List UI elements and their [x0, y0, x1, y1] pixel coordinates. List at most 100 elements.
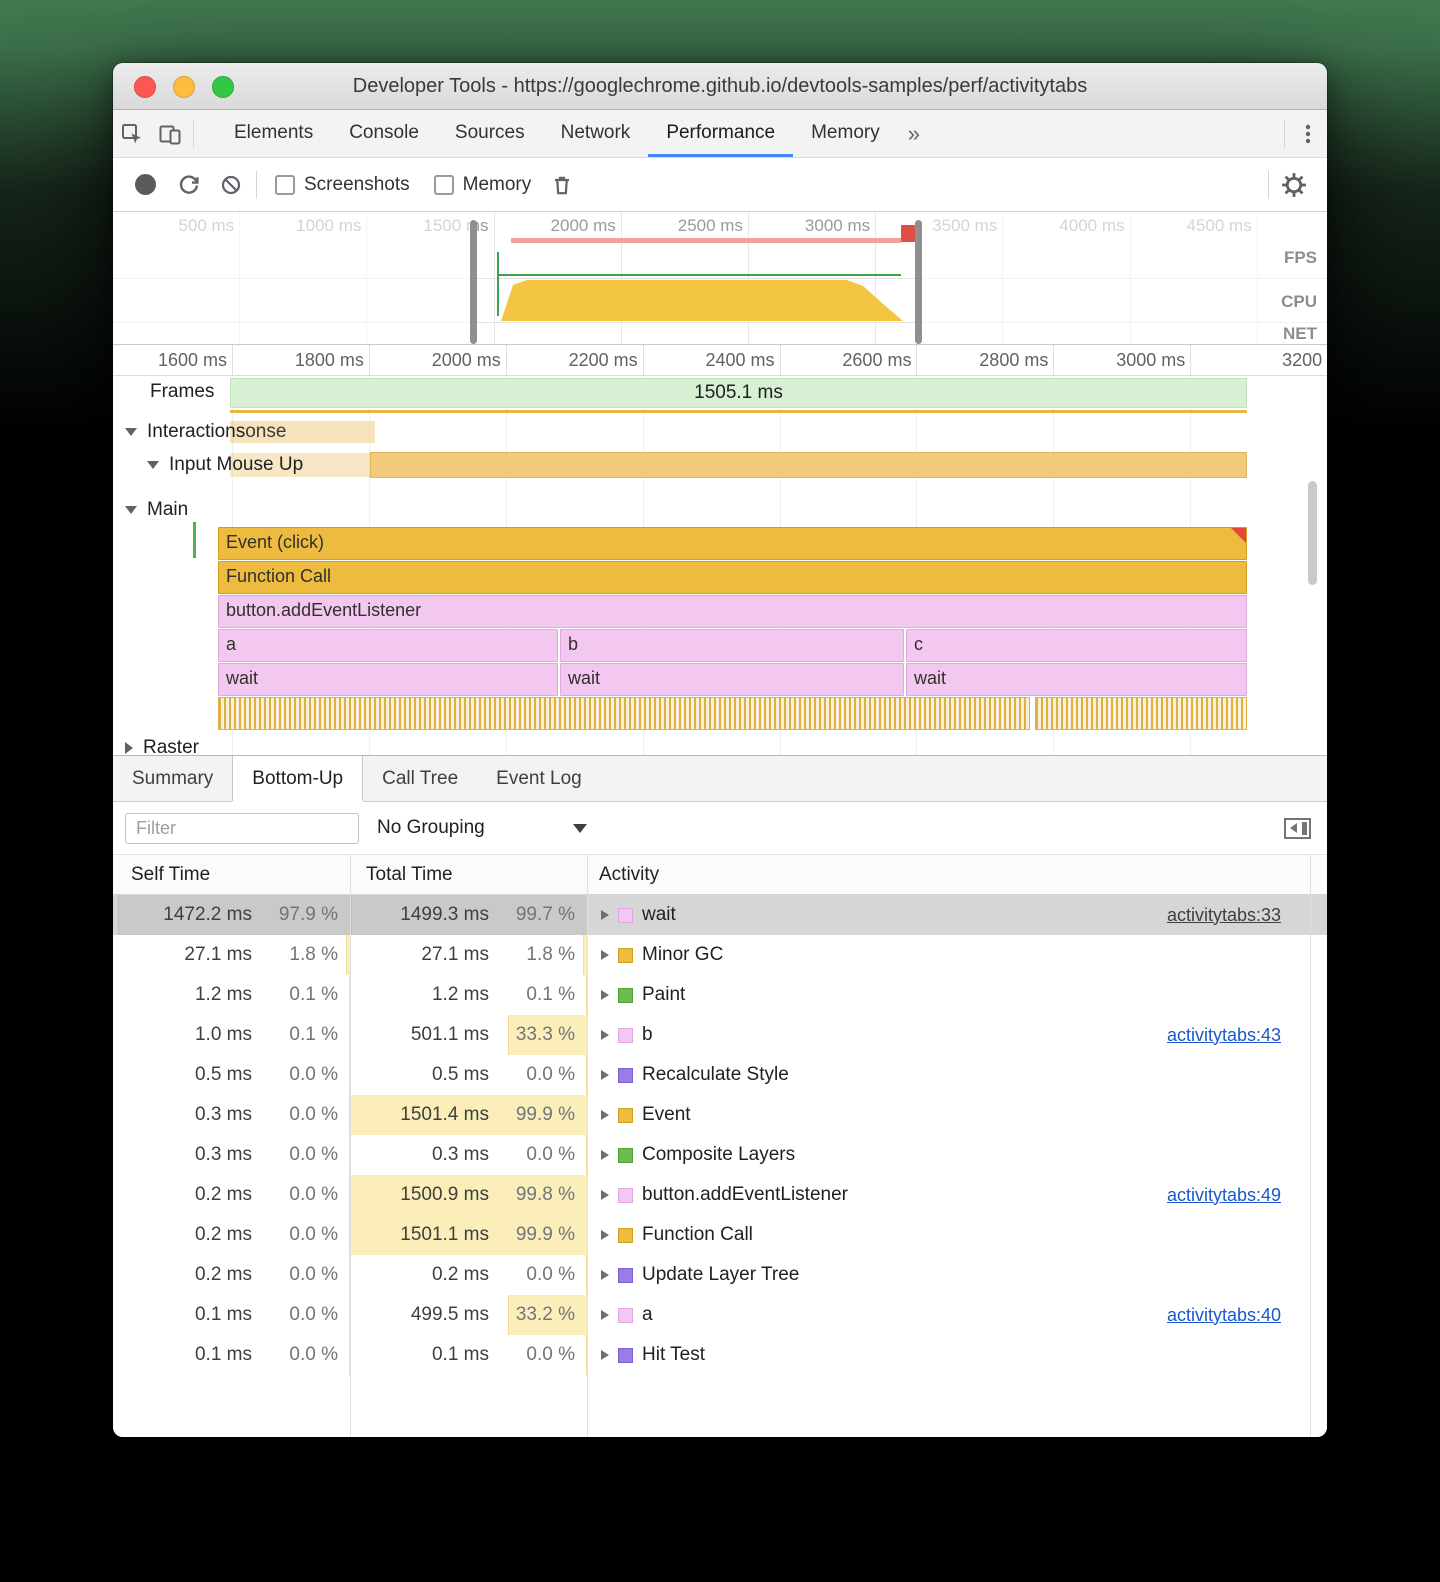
titlebar[interactable]: Developer Tools - https://googlechrome.g… [113, 63, 1327, 110]
collapse-triangle-icon[interactable] [125, 506, 137, 514]
filter-input[interactable] [125, 812, 359, 844]
self-time-cell: 0.2 ms 0.0 % [113, 1175, 350, 1215]
flame-bar[interactable]: wait [560, 663, 904, 696]
selection-handle-left[interactable] [470, 220, 477, 344]
table-row[interactable]: 0.2 ms 0.0 % 1500.9 ms 99.8 % button.addEven… [113, 1175, 1327, 1215]
collapse-triangle-icon[interactable] [125, 428, 137, 436]
tab-sources[interactable]: Sources [454, 122, 525, 143]
table-row[interactable]: 0.2 ms 0.0 % 1501.1 ms 99.9 % Function Call [113, 1215, 1327, 1255]
zoom-button[interactable] [212, 76, 234, 98]
activity-header[interactable]: Activity [599, 863, 660, 885]
disclosure-triangle-icon[interactable] [601, 910, 609, 920]
interaction-bar-clipped [230, 421, 375, 443]
tab-network[interactable]: Network [560, 122, 631, 143]
table-row[interactable]: 0.5 ms 0.0 % 0.5 ms 0.0 % Recalculate Style [113, 1055, 1327, 1095]
main-track-header[interactable]: Main [113, 496, 1327, 524]
flame-bar[interactable]: button.addEventListener [218, 595, 1247, 628]
table-row[interactable]: 27.1 ms 1.8 % 27.1 ms 1.8 % Minor GC [113, 935, 1327, 975]
disclosure-triangle-icon[interactable] [601, 1310, 609, 1320]
total-time-bar [586, 1255, 587, 1295]
disclosure-triangle-icon[interactable] [601, 1070, 609, 1080]
trash-icon[interactable] [545, 170, 579, 200]
disclosure-triangle-icon[interactable] [601, 1150, 609, 1160]
clear-recordings-icon[interactable] [214, 170, 248, 200]
memory-checkbox[interactable] [433, 174, 454, 195]
reload-and-record-icon[interactable] [172, 170, 206, 200]
kebab-menu-icon[interactable] [1289, 117, 1327, 151]
gear-icon[interactable] [1277, 170, 1311, 200]
table-row[interactable]: 0.3 ms 0.0 % 0.3 ms 0.0 % Composite Layers [113, 1135, 1327, 1175]
tab-summary[interactable]: Summary [132, 768, 214, 789]
flame-minor-tasks [1035, 697, 1247, 730]
separator [193, 119, 194, 148]
disclosure-triangle-icon[interactable] [601, 1110, 609, 1120]
activity-cell: Composite Layers [587, 1135, 1327, 1175]
expand-triangle-icon[interactable] [125, 742, 133, 754]
band-divider [113, 278, 1327, 279]
table-row[interactable]: 1.2 ms 0.1 % 1.2 ms 0.1 % Paint [113, 975, 1327, 1015]
source-link[interactable]: activitytabs:33 [1166, 904, 1281, 925]
overview-dim-left [113, 212, 475, 344]
timeline-tracks[interactable]: Frames 1505.1 ms Interactions onse Input … [113, 376, 1327, 755]
disclosure-triangle-icon[interactable] [601, 990, 609, 1000]
tab-event-log[interactable]: Event Log [496, 768, 582, 789]
inspect-element-icon[interactable] [113, 117, 151, 151]
tab-call-tree[interactable]: Call Tree [382, 768, 459, 789]
self-time-cell: 1.0 ms 0.1 % [113, 1015, 350, 1055]
source-link[interactable]: activitytabs:40 [1166, 1304, 1281, 1325]
table-row[interactable]: 1.0 ms 0.1 % 501.1 ms 33.3 % b activitytabs:4… [113, 1015, 1327, 1055]
disclosure-triangle-icon[interactable] [601, 1230, 609, 1240]
flame-bar[interactable]: b [560, 629, 904, 662]
disclosure-triangle-icon[interactable] [601, 1190, 609, 1200]
frame-bar[interactable]: 1505.1 ms [230, 378, 1247, 408]
record-button[interactable] [135, 174, 156, 195]
tab-elements[interactable]: Elements [234, 122, 314, 143]
disclosure-triangle-icon[interactable] [601, 1030, 609, 1040]
total-time-header[interactable]: Total Time [366, 863, 453, 885]
close-button[interactable] [134, 76, 156, 98]
flame-bar[interactable]: Event (click) [218, 527, 1247, 560]
tab-performance[interactable]: Performance [648, 110, 793, 157]
table-body: 1472.2 ms 97.9 % 1499.3 ms 99.7 % wait activi… [113, 895, 1327, 1375]
more-tabs-chevron[interactable]: » [907, 120, 920, 146]
disclosure-triangle-icon[interactable] [601, 1350, 609, 1360]
column-divider [350, 855, 351, 1437]
table-row[interactable]: 0.1 ms 0.0 % 0.1 ms 0.0 % Hit Test [113, 1335, 1327, 1375]
tab-bottom-up[interactable]: Bottom-Up [232, 756, 364, 801]
source-link[interactable]: activitytabs:43 [1166, 1024, 1281, 1045]
interactions-header[interactable]: Interactions onse [113, 418, 1327, 446]
screenshots-checkbox[interactable] [275, 174, 295, 195]
input-mouse-up-bar[interactable] [370, 452, 1247, 478]
chevron-down-icon[interactable] [572, 823, 587, 833]
table-row[interactable]: 0.2 ms 0.0 % 0.2 ms 0.0 % Update Layer Tree [113, 1255, 1327, 1295]
long-task-stripe [511, 238, 901, 243]
tab-memory[interactable]: Memory [811, 122, 880, 143]
table-row[interactable]: 0.1 ms 0.0 % 499.5 ms 33.2 % a activitytabs:4… [113, 1295, 1327, 1335]
device-toolbar-icon[interactable] [151, 117, 189, 151]
flame-bar[interactable]: wait [218, 663, 558, 696]
vertical-scrollbar[interactable] [1308, 481, 1317, 585]
input-mouse-up-row[interactable]: Input Mouse Up [113, 450, 1327, 480]
tab-console[interactable]: Console [349, 122, 419, 143]
self-time-header[interactable]: Self Time [131, 863, 211, 885]
collapse-triangle-icon[interactable] [147, 461, 159, 469]
self-time-cell: 0.3 ms 0.0 % [113, 1135, 350, 1175]
flame-bar[interactable]: a [218, 629, 558, 662]
table-row[interactable]: 1472.2 ms 97.9 % 1499.3 ms 99.7 % wait activi… [113, 895, 1327, 935]
minimize-button[interactable] [173, 76, 195, 98]
raster-track-header[interactable]: Raster [113, 734, 1327, 755]
input-mouse-up-label: Input Mouse Up [169, 454, 304, 475]
selection-handle-right[interactable] [915, 220, 922, 344]
disclosure-triangle-icon[interactable] [601, 950, 609, 960]
total-time-cell: 1501.1 ms 99.9 % [350, 1215, 587, 1255]
total-time-cell: 0.1 ms 0.0 % [350, 1335, 587, 1375]
grouping-select[interactable]: No Grouping [377, 817, 485, 838]
flame-bar[interactable]: c [906, 629, 1247, 662]
show-heaviest-stack-icon[interactable] [1284, 817, 1311, 839]
source-link[interactable]: activitytabs:49 [1166, 1184, 1281, 1205]
flame-bar[interactable]: Function Call [218, 561, 1247, 594]
table-row[interactable]: 0.3 ms 0.0 % 1501.4 ms 99.9 % Event [113, 1095, 1327, 1135]
flame-bar[interactable]: wait [906, 663, 1247, 696]
disclosure-triangle-icon[interactable] [601, 1270, 609, 1280]
